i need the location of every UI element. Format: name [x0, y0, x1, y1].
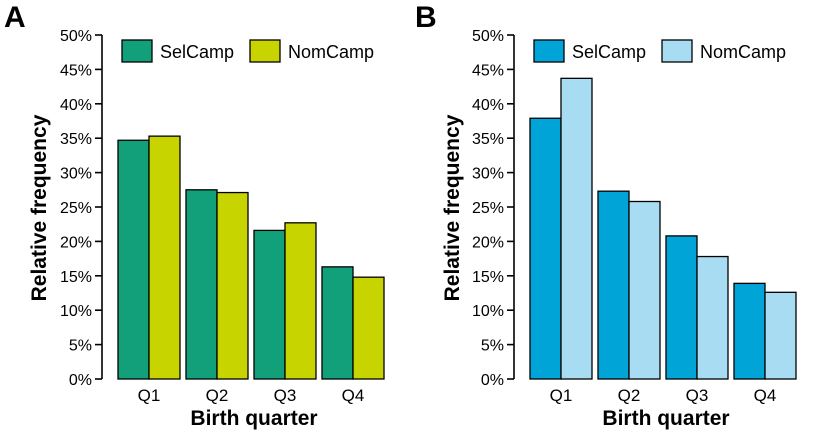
panel-b-x-tick-label: Q2	[618, 386, 641, 405]
panel-b-bar-selcamp-q4	[733, 282, 766, 380]
panel-a-y-tick-label: 20%	[60, 234, 92, 251]
panel-b-y-tick-label: 30%	[472, 166, 504, 183]
panel-a-legend-swatch-nomcamp	[249, 39, 281, 63]
panel-b-bar-nomcamp-q2	[628, 200, 661, 380]
panel-b-legend-swatch-selcamp	[533, 39, 565, 63]
panel-b-y-tick-label: 15%	[472, 269, 504, 286]
panel-b-y-tick-label: 50%	[472, 28, 504, 45]
panel-a-y-tick-label: 25%	[60, 200, 92, 217]
panel-b-y-tick-label: 10%	[472, 303, 504, 320]
panel-b-bar-nomcamp-q4	[764, 291, 797, 380]
panel-a-x-axis-title: Birth quarter	[190, 407, 317, 430]
panel-a-y-tick-label: 30%	[60, 166, 92, 183]
panel-b-x-axis-title: Birth quarter	[602, 407, 729, 430]
panel-b-y-tick-label: 20%	[472, 234, 504, 251]
panel-a-bar-selcamp-q1	[117, 139, 150, 380]
panel-a-bar-nomcamp-q4	[352, 276, 385, 380]
panel-b-y-tick-label: 40%	[472, 97, 504, 114]
panel-a-y-tick-label: 50%	[60, 28, 92, 45]
panel-b-y-axis-title: Relative frequency	[441, 114, 464, 301]
panel-b-bar-nomcamp-q3	[696, 255, 729, 380]
panel-a-bar-selcamp-q3	[253, 229, 286, 380]
panel-a-y-tick-label: 40%	[60, 97, 92, 114]
panel-a-legend-swatch-selcamp	[121, 39, 153, 63]
panel-b-bar-selcamp-q1	[529, 117, 562, 380]
panel-a-bar-selcamp-q4	[321, 266, 354, 380]
panel-b-legend-swatch-nomcamp	[661, 39, 693, 63]
panel-a-y-tick-label: 45%	[60, 62, 92, 79]
panel-b-y-tick-label: 5%	[481, 338, 504, 355]
panel-a-chart: A Relative frequency Birth quarter 0% 5% 1…	[4, 1, 385, 430]
panel-a-x-tick-label: Q3	[274, 386, 297, 405]
panel-b-bar-selcamp-q2	[597, 190, 630, 380]
panel-a-x-tick-label: Q4	[342, 386, 365, 405]
panel-a-bar-nomcamp-q2	[216, 191, 249, 380]
panel-a-letter: A	[4, 1, 26, 34]
panel-b-bar-nomcamp-q1	[560, 77, 593, 380]
panel-b-x-tick-label: Q3	[686, 386, 709, 405]
panel-b-letter: B	[415, 1, 437, 34]
panel-a-y-tick-label: 10%	[60, 303, 92, 320]
panel-a-y-tick-label: 5%	[69, 338, 92, 355]
panel-b-y-tick-label: 25%	[472, 200, 504, 217]
panel-b-y-tick-label: 0%	[481, 372, 504, 389]
panel-a-x-tick-label: Q1	[138, 386, 161, 405]
panel-b-y-tick-label: 35%	[472, 131, 504, 148]
panel-b-x-tick-label: Q4	[754, 386, 777, 405]
panel-b-legend-label-nomcamp: NomCamp	[700, 42, 786, 62]
panel-a-bar-nomcamp-q3	[284, 222, 317, 380]
panel-a-y-tick-label: 0%	[69, 372, 92, 389]
panel-a-y-tick-label: 15%	[60, 269, 92, 286]
panel-a-y-tick-label: 35%	[60, 131, 92, 148]
panel-a-legend-label-nomcamp: NomCamp	[288, 42, 374, 62]
panel-b-y-tick-label: 45%	[472, 62, 504, 79]
panel-a-legend-label-selcamp: SelCamp	[160, 42, 234, 62]
panel-b-x-tick-label: Q1	[550, 386, 573, 405]
panel-b-bar-selcamp-q3	[665, 235, 698, 380]
panel-a-bar-selcamp-q2	[185, 189, 218, 380]
panel-a-y-axis-title: Relative frequency	[28, 114, 51, 301]
panel-a-bar-nomcamp-q1	[148, 135, 181, 380]
panel-a-x-tick-label: Q2	[206, 386, 229, 405]
panel-b-chart: B Relative frequency Birth quarter 0% 5% 1…	[415, 1, 797, 430]
panel-b-legend-label-selcamp: SelCamp	[572, 42, 646, 62]
